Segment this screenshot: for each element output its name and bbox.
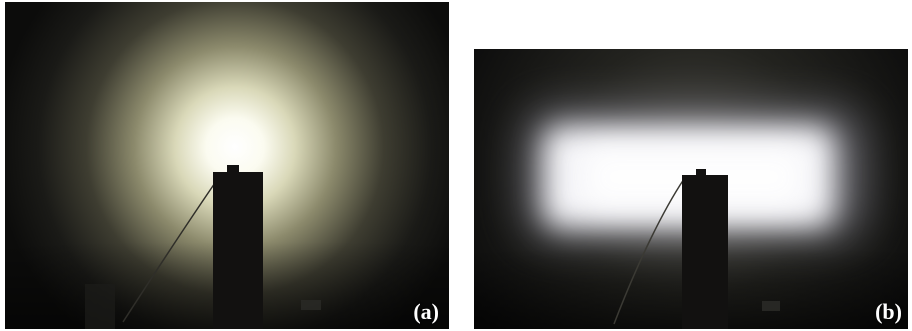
rectangular-beam-photo xyxy=(474,49,908,329)
rectangular-beam-image xyxy=(474,49,908,329)
background-object xyxy=(762,301,780,311)
post-sensor xyxy=(227,165,239,174)
round-beam-photo xyxy=(5,2,449,329)
background-object xyxy=(85,284,115,329)
cable xyxy=(122,179,218,323)
panel-label-b: (b) xyxy=(875,299,902,324)
post-sensor xyxy=(696,169,706,177)
measurement-post xyxy=(682,175,728,329)
photo-panel-a: (a) xyxy=(5,2,449,329)
background-object xyxy=(301,300,321,310)
cable xyxy=(613,178,685,325)
panel-label-a: (a) xyxy=(413,299,439,324)
photo-panel-b: (b) xyxy=(474,49,908,329)
round-beam-image xyxy=(5,2,449,329)
measurement-post xyxy=(213,172,263,329)
